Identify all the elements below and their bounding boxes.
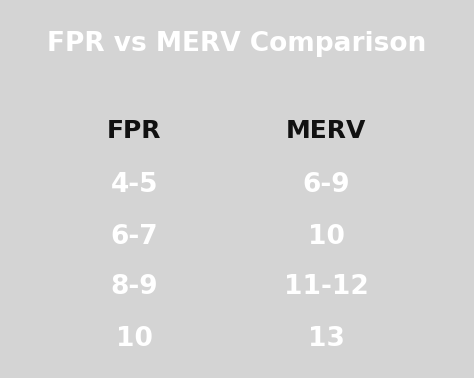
Text: FPR: FPR: [107, 119, 162, 143]
Text: 13: 13: [308, 325, 345, 352]
Text: 8-9: 8-9: [110, 274, 158, 301]
Text: 11-12: 11-12: [284, 274, 369, 301]
Text: 10: 10: [308, 223, 345, 249]
Text: 6-7: 6-7: [110, 223, 158, 249]
Text: 6-9: 6-9: [302, 172, 350, 198]
Text: 10: 10: [116, 325, 153, 352]
Text: MERV: MERV: [286, 119, 366, 143]
Text: FPR vs MERV Comparison: FPR vs MERV Comparison: [47, 31, 427, 57]
Text: 4-5: 4-5: [110, 172, 158, 198]
